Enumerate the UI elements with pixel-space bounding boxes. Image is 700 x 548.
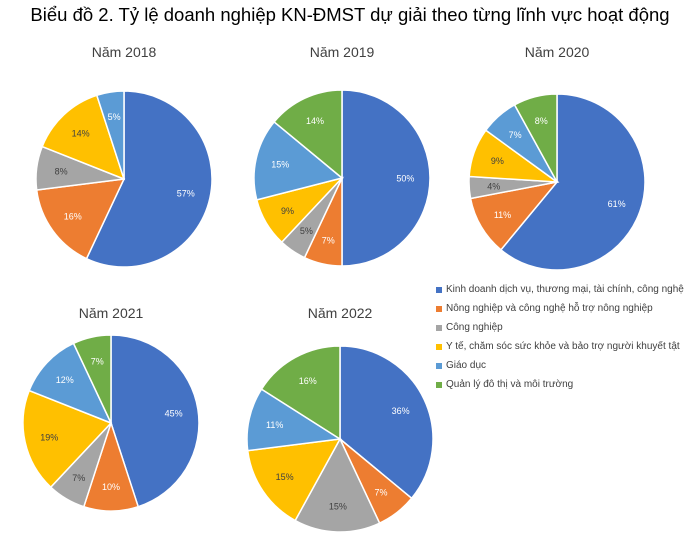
slice-label: 7% xyxy=(91,357,104,367)
legend-swatch xyxy=(436,362,442,369)
pie-title: Năm 2021 xyxy=(79,305,144,321)
pie-slice xyxy=(273,89,343,180)
slice-label: 5% xyxy=(300,226,313,236)
slice-label: 11% xyxy=(266,420,283,430)
pie-title: Năm 2018 xyxy=(92,44,157,60)
pie-title: Năm 2019 xyxy=(310,44,375,60)
slice-label: 7% xyxy=(322,235,335,245)
legend-swatch xyxy=(436,305,442,312)
slice-label: 11% xyxy=(494,210,511,220)
slice-label: 8% xyxy=(55,167,68,177)
slice-label: 5% xyxy=(108,112,121,122)
legend-swatch xyxy=(436,286,442,293)
slice-label: 16% xyxy=(64,212,82,222)
legend-item: Kinh doanh dịch vụ, thương mại, tài chín… xyxy=(436,280,684,299)
slice-label: 9% xyxy=(491,156,504,166)
legend-swatch xyxy=(436,381,442,388)
pie-chart-5: Năm 2022 36% 7% 15% 15% 11% 16% xyxy=(246,305,434,533)
pie-chart-3: Năm 2020 61% 11% 4% 9% 7% 8% xyxy=(468,44,646,271)
pie-chart-4: Năm 2021 45% 10% 7% 19% 12% 7% xyxy=(22,305,200,512)
pie-slice xyxy=(499,93,646,271)
legend-label: Quản lý đô thị và môi trường xyxy=(446,379,574,390)
slice-label: 14% xyxy=(306,116,324,126)
pie-slice xyxy=(110,334,200,508)
pie-slice xyxy=(294,437,381,533)
pie-slice xyxy=(253,120,344,201)
pie-slice xyxy=(95,90,125,180)
slice-label: 45% xyxy=(165,409,183,419)
slice-label: 7% xyxy=(374,487,387,497)
legend-item: Y tế, chăm sóc sức khỏe và bảo trợ người… xyxy=(436,337,684,356)
legend-swatch xyxy=(436,324,442,331)
figure-title: Biểu đồ 2. Tỷ lệ doanh nghiệp KN-ĐMST dự… xyxy=(30,4,670,25)
slice-label: 12% xyxy=(56,375,74,385)
slice-label: 15% xyxy=(329,501,347,511)
pie-slice xyxy=(246,438,342,522)
legend-label: Công nghiệp xyxy=(446,322,503,333)
pie-slice xyxy=(513,93,558,183)
pie-slice xyxy=(85,90,213,268)
slice-label: 8% xyxy=(535,116,548,126)
slice-label: 9% xyxy=(281,206,294,216)
pie-slice xyxy=(28,342,113,425)
pie-slice xyxy=(35,178,126,260)
slice-label: 15% xyxy=(271,160,289,170)
legend-item: Nông nghiệp và công nghệ hỗ trợ nông ngh… xyxy=(436,299,684,318)
slice-label: 50% xyxy=(396,174,414,184)
slice-label: 16% xyxy=(299,376,317,386)
pie-title: Năm 2020 xyxy=(525,44,590,60)
slice-label: 57% xyxy=(177,188,195,198)
slice-label: 15% xyxy=(276,472,294,482)
legend-item: Quản lý đô thị và môi trường xyxy=(436,375,684,394)
pie-chart-1: Năm 2018 57% 16% 8% 14% 5% xyxy=(35,44,213,268)
slice-label: 7% xyxy=(509,130,522,140)
slice-label: 61% xyxy=(608,199,626,209)
legend-item: Công nghiệp xyxy=(436,318,684,337)
legend-label: Kinh doanh dịch vụ, thương mại, tài chín… xyxy=(446,284,684,295)
pie-slice xyxy=(339,345,434,500)
pie-chart-2: Năm 2019 50% 7% 5% 9% 15% 14% xyxy=(253,44,431,267)
slice-label: 10% xyxy=(102,482,120,492)
legend: Kinh doanh dịch vụ, thương mại, tài chín… xyxy=(436,280,684,394)
pie-slice xyxy=(72,334,112,424)
legend-swatch xyxy=(436,343,442,350)
pie-slice xyxy=(341,89,431,267)
pie-title: Năm 2022 xyxy=(308,305,373,321)
slice-label: 4% xyxy=(487,182,500,192)
slice-label: 36% xyxy=(392,406,410,416)
pie-slice xyxy=(260,345,341,441)
legend-label: Y tế, chăm sóc sức khỏe và bảo trợ người… xyxy=(446,341,680,352)
legend-label: Giáo dục xyxy=(446,360,487,371)
slice-label: 19% xyxy=(40,432,58,442)
slice-label: 7% xyxy=(72,473,85,483)
slice-label: 14% xyxy=(72,128,90,138)
legend-item: Giáo dục xyxy=(436,356,684,375)
legend-label: Nông nghiệp và công nghệ hỗ trợ nông ngh… xyxy=(446,303,653,314)
